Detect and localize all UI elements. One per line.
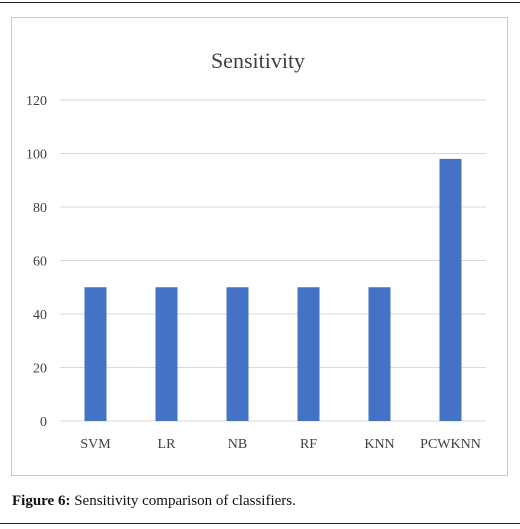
bars (84, 158, 462, 421)
bar-knn (368, 287, 391, 421)
x-tick-label-pcwknn: PCWKNN (420, 437, 481, 452)
bar-rf (297, 287, 320, 421)
figure-caption-text: Sensitivity comparison of classifiers. (70, 493, 296, 509)
bar-nb (226, 287, 249, 421)
y-tick-label-0: 0 (40, 415, 47, 430)
y-tick-label-4: 80 (33, 201, 47, 216)
bottom-rule (0, 523, 520, 524)
x-tick-label-lr: LR (158, 437, 177, 452)
y-tick-labels: 0 20 40 60 80 100 120 (26, 94, 47, 430)
figure-caption: Figure 6: Sensitivity comparison of clas… (12, 493, 296, 510)
y-tick-label-5: 100 (26, 148, 47, 163)
x-tick-label-svm: SVM (80, 437, 111, 452)
bar-pcwknn (439, 158, 462, 421)
x-tick-label-rf: RF (300, 437, 317, 452)
figure-label: Figure 6: (12, 493, 71, 509)
bar-lr (155, 287, 178, 421)
x-tick-labels: SVM LR NB RF KNN PCWKNN (80, 437, 481, 452)
y-tick-label-3: 60 (33, 255, 47, 270)
bar-svm (84, 287, 107, 421)
top-rule (0, 2, 520, 3)
y-tick-label-2: 40 (33, 308, 47, 323)
y-tick-label-1: 20 (33, 362, 47, 377)
gridlines (60, 99, 486, 422)
x-tick-label-nb: NB (228, 437, 247, 452)
y-tick-label-6: 120 (26, 94, 47, 109)
chart-title: Sensitivity (211, 48, 305, 73)
x-tick-label-knn: KNN (364, 437, 394, 452)
sensitivity-chart: 0 20 40 60 80 100 120 SVM LR NB RF KNN PCWKNN Sensi… (26, 48, 486, 452)
